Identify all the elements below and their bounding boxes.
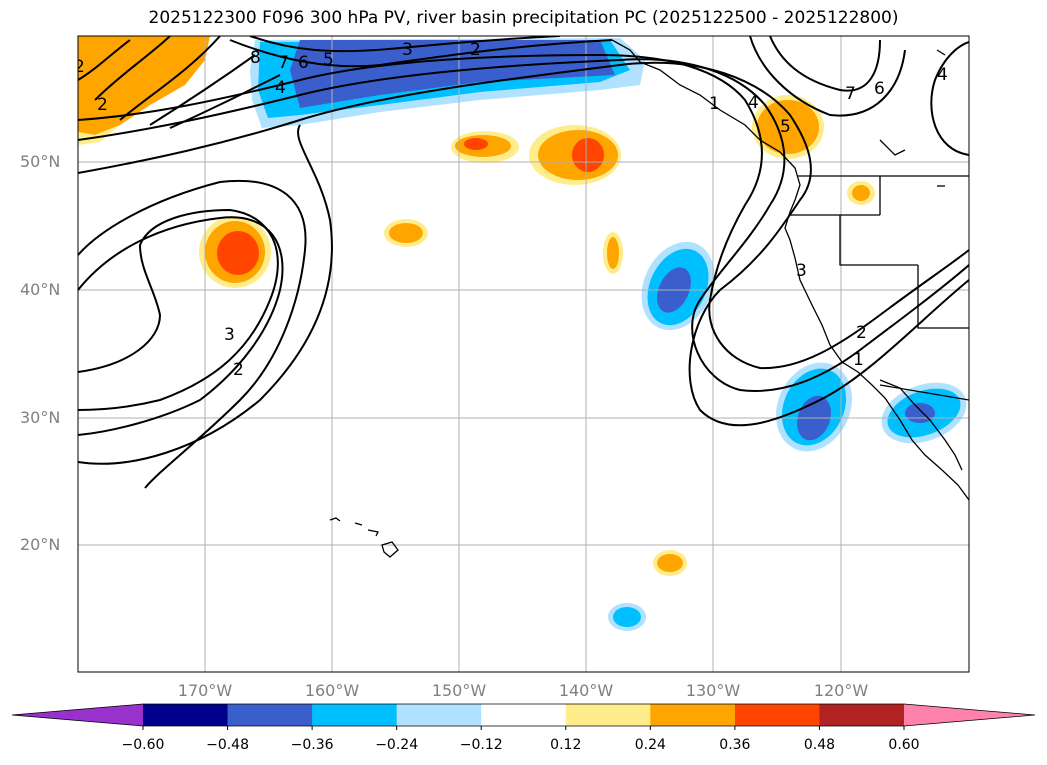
precip-patch-negative [290, 40, 615, 108]
pv-contour [78, 208, 279, 411]
contour-label: 7 [278, 53, 289, 73]
colorbar-tick-label: −0.36 [290, 737, 334, 753]
pv-contour [769, 36, 881, 92]
colorbar-segment [312, 704, 398, 726]
precip-patch-positive [389, 223, 423, 243]
pv-contour [149, 54, 256, 126]
colorbar-segment [650, 704, 736, 726]
colorbar-tick-label: −0.48 [206, 737, 249, 753]
pv-contour [78, 61, 969, 427]
lat-label-50n: 50°N [20, 152, 61, 171]
lat-label-30n: 30°N [20, 408, 61, 427]
contour-label: 5 [780, 117, 791, 137]
colorbar-tick-label: 0.48 [803, 737, 836, 753]
colorbar-segment [396, 704, 482, 726]
contour-label: 4 [275, 78, 286, 98]
contour-label: 2 [233, 360, 244, 380]
colorbar-tick-label: −0.12 [459, 737, 503, 753]
contour-label: 6 [874, 79, 885, 99]
pv-contour [169, 74, 281, 129]
colorbar-segment [565, 704, 651, 726]
lon-label-170w: 170°W [177, 681, 233, 700]
island-coast [381, 541, 399, 558]
pv-contour [119, 36, 221, 121]
pv-contour [78, 124, 333, 465]
precip-shading [78, 36, 967, 631]
graticule [78, 36, 969, 672]
lon-label-160w: 160°W [304, 681, 360, 700]
contour-label: 7 [845, 84, 856, 104]
pv-contour [749, 36, 906, 117]
precip-patch-negative [613, 607, 641, 627]
colorbar-extend-max [904, 704, 1035, 726]
island-coast [329, 517, 341, 522]
pv-contour [78, 179, 307, 489]
contour-label: 1 [709, 94, 720, 114]
colorbar-segment [734, 704, 820, 726]
contour-label: 3 [402, 40, 413, 60]
contour-label: 2 [97, 95, 108, 115]
island-coast [354, 522, 363, 526]
colorbar-tick-label: 0.60 [888, 737, 920, 753]
colorbar-segment [819, 704, 905, 726]
contour-label: 2 [856, 323, 867, 343]
precip-patch-positive [572, 138, 604, 172]
precip-patch-positive [217, 231, 259, 275]
pv-contour [78, 39, 131, 81]
contour-label: 3 [796, 261, 807, 281]
contour-label: 1 [853, 350, 864, 370]
contour-label: 2 [74, 57, 85, 77]
island-coast [936, 49, 946, 56]
pv-contour [78, 53, 969, 370]
lat-label-40n: 40°N [20, 280, 61, 299]
precip-patch-positive [607, 237, 619, 269]
pv-contour [78, 58, 969, 392]
contour-label: 5 [323, 50, 334, 70]
colorbar-tick-label: 0.12 [550, 737, 582, 753]
pv-contour [94, 36, 171, 101]
precip-patch-positive [78, 36, 210, 135]
precip-patch-positive-edge [78, 125, 120, 145]
lon-label-130w: 130°W [685, 681, 741, 700]
contour-label: 8 [250, 48, 261, 68]
contour-label: 4 [937, 65, 948, 85]
state-border [879, 384, 969, 401]
plot-area [78, 36, 969, 672]
pv-contour [78, 216, 284, 436]
pv-contour [229, 39, 613, 68]
pv-contour [930, 41, 969, 156]
colorbar-segment [481, 704, 567, 726]
colorbar-tick-label: 0.24 [634, 737, 666, 753]
map-title: 2025122300 F096 300 hPa PV, river basin … [148, 8, 899, 28]
state-border [839, 215, 918, 266]
colorbar-tick-label: −0.24 [375, 737, 419, 753]
lon-label-140w: 140°W [558, 681, 614, 700]
colorbar-segment [143, 704, 229, 726]
colorbar [11, 703, 1036, 730]
precip-patch-positive [464, 138, 488, 150]
pv-contours [78, 36, 969, 489]
island-coast [879, 139, 906, 156]
hawaii-islands [329, 517, 399, 558]
island-coast [367, 529, 379, 537]
precip-patch-positive [657, 554, 683, 572]
coastlines [611, 39, 969, 501]
map-frame [77, 35, 970, 673]
contour-label: 6 [298, 53, 309, 73]
precip-patch-positive [852, 185, 870, 201]
contour-labels: 8 7 6 5 4 3 2 2 2 3 2 1 4 5 7 6 4 3 2 1 [74, 40, 948, 380]
contour-label: 2 [470, 40, 481, 60]
colorbar-extend-min [12, 704, 143, 726]
colorbar-tick-label: −0.60 [121, 737, 165, 753]
lat-label-20n: 20°N [20, 535, 61, 554]
north-america-coast [611, 39, 969, 501]
contour-label: 3 [224, 325, 235, 345]
lon-label-150w: 150°W [431, 681, 487, 700]
contour-label: 4 [748, 93, 759, 113]
pv-contour [249, 36, 561, 53]
colorbar-segment [227, 704, 313, 726]
colorbar-tick-label: 0.36 [719, 737, 751, 753]
lon-label-120w: 120°W [813, 681, 869, 700]
